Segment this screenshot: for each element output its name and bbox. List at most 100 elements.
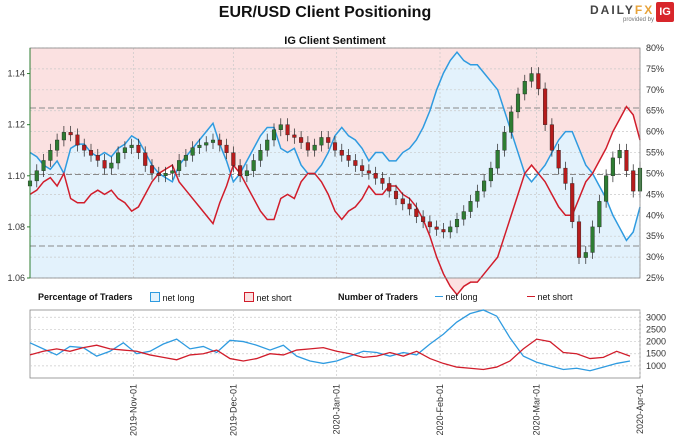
price-candle [529,73,534,82]
count-tick-label: 2000 [646,337,666,347]
y-right-tick-label: 50% [646,168,664,178]
y-right-tick-label: 80% [646,43,664,53]
price-candle [204,142,209,146]
price-candle [265,139,270,151]
net-long-area [30,52,640,278]
y-right-tick-label: 25% [646,273,664,283]
price-candle [122,147,127,153]
price-candle [190,147,195,156]
count-tick-label: 2500 [646,324,666,334]
y-left-tick-label: 1.12 [7,120,25,130]
price-candle [149,165,155,174]
price-candle [238,165,243,176]
price-candle [95,155,100,161]
net-long-count-line [29,309,631,372]
price-candle [482,180,487,192]
x-tick-label: 2020-Apr-01 [635,384,645,434]
logo-wordmark: DAILYFX [590,3,655,17]
price-candle [556,150,561,169]
price-candle [617,150,622,159]
price-candle [461,211,466,220]
price-candle [55,139,60,151]
y-right-tick-label: 55% [646,148,664,158]
y-left-tick-label: 1.08 [7,222,25,232]
price-candle [136,144,141,153]
x-tick-label: 2019-Nov-01 [128,384,138,436]
price-candle [366,170,371,174]
count-tick-label: 1000 [646,361,666,371]
price-candle [224,144,229,153]
chart-subtitle: IG Client Sentiment [284,35,386,47]
price-candle [197,144,202,148]
y-right-tick-label: 60% [646,127,664,137]
price-candle [536,73,541,90]
dailyfx-logo: DAILYFX provided by IG [590,2,678,26]
price-candle [156,173,161,176]
price-candle [509,111,514,133]
y-left-tick-label: 1.10 [7,171,25,181]
x-tick-label: 2020-Feb-01 [435,384,445,436]
net-short-count-line [29,338,631,371]
y-left-tick-label: 1.06 [7,273,25,283]
price-candle [41,160,46,171]
count-tick-label: 3000 [646,312,666,322]
price-candle [515,93,521,113]
price-candle [576,221,582,258]
legend-pct-long: net long [150,292,195,303]
legend-long-label: net long [162,293,195,303]
price-candle [170,170,175,174]
net-short-pct-line [29,105,641,296]
price-candle [102,160,107,169]
price-candle [305,142,310,151]
price-candle [387,183,392,192]
legend-long-line [435,296,443,297]
legend-count: Number of Traders [338,292,418,302]
price-candle [68,132,73,136]
price-candle [597,201,602,228]
ig-logo-icon: IG [656,2,674,22]
logo-provided-by: provided by [623,17,655,23]
price-candle [116,152,121,164]
price-candle [346,155,351,161]
price-candle [75,134,80,146]
price-candle [475,190,480,202]
price-candle [129,144,134,148]
legend-short-swatch [244,292,254,302]
price-candle [82,144,87,151]
y-right-tick-label: 45% [646,189,664,199]
price-candle [143,152,148,166]
price-candle [177,160,182,171]
price-candle [407,203,412,210]
legend-count-long-label: net long [445,292,478,302]
price-candle [549,124,554,151]
price-candle [244,170,249,176]
price-candle [454,219,460,228]
y-right-tick-label: 70% [646,85,664,95]
price-candle [34,170,39,182]
price-candle [373,173,378,179]
price-candle [319,137,324,146]
price-candle [393,190,399,199]
price-candle [380,178,385,184]
price-candle [326,137,331,143]
price-candle [495,150,500,169]
legend-count-short: net short [527,292,573,302]
price-candle [312,144,317,151]
price-candle [522,81,527,95]
price-candle [299,137,304,143]
count-tick-label: 1500 [646,349,666,359]
price-candle [258,150,263,161]
bottom-plot-area [29,309,641,379]
price-candle [570,183,575,222]
chart-title: EUR/USD Client Positioning [218,4,432,21]
legend-long-swatch [150,292,160,302]
price-candle [360,165,365,171]
price-candle [163,173,168,176]
price-candle [271,129,277,141]
price-candle [610,157,615,176]
price-candle [421,216,426,222]
y-right-tick-label: 40% [646,210,664,220]
price-candle [543,88,548,125]
legend-pct-title: Percentage of Traders [38,292,133,302]
